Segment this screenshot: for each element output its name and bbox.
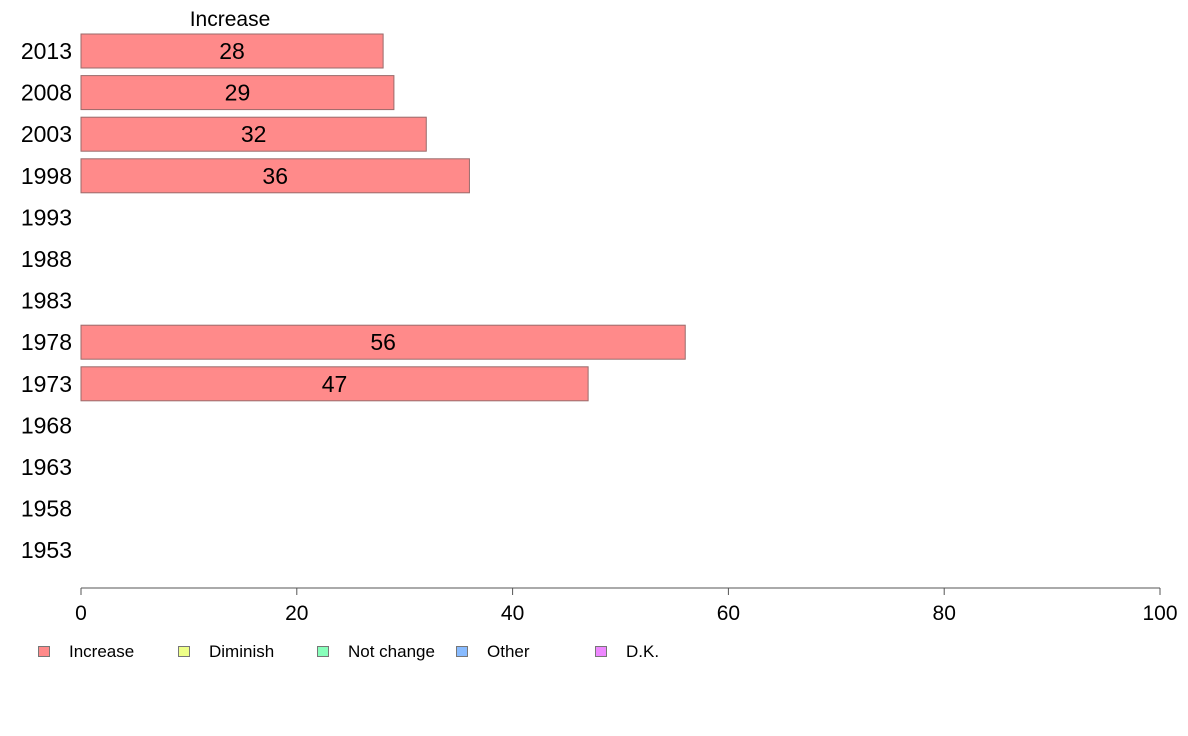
y-tick-label: 1998 xyxy=(21,163,72,189)
y-tick-label: 1963 xyxy=(21,454,72,480)
y-tick-label: 1993 xyxy=(21,204,72,230)
y-tick-label: 2003 xyxy=(21,121,72,147)
y-tick-label: 1953 xyxy=(21,537,72,563)
legend-swatch xyxy=(456,646,468,657)
x-tick-label: 20 xyxy=(285,602,308,625)
bar xyxy=(80,324,686,360)
legend-label: Other xyxy=(487,642,530,661)
bar-value-label: 32 xyxy=(241,121,267,147)
bar-value-label: 28 xyxy=(219,38,245,64)
legend-swatch xyxy=(317,646,329,657)
bar-value-label: 36 xyxy=(262,163,288,189)
x-tick-label: 40 xyxy=(501,602,524,625)
y-tick-label: 1988 xyxy=(21,246,72,272)
y-tick-label: 1973 xyxy=(21,371,72,397)
legend-label: D.K. xyxy=(626,642,660,661)
x-tick-label: 80 xyxy=(933,602,956,625)
bar xyxy=(80,33,384,69)
x-axis: 0 20 40 60 80 100 xyxy=(75,587,1178,625)
legend-label: Diminish xyxy=(209,642,275,661)
legend-swatch xyxy=(38,646,50,657)
bar-value-label: 47 xyxy=(322,371,348,397)
y-tick-label: 2013 xyxy=(21,38,72,64)
x-tick-label: 100 xyxy=(1142,602,1177,625)
bar xyxy=(80,116,427,152)
legend-label: Not change xyxy=(348,642,435,661)
bar-labels-group: 28 29 32 36 56 47 xyxy=(219,38,396,397)
y-tick-label: 2008 xyxy=(21,80,72,106)
x-tick-label: 60 xyxy=(717,602,740,625)
x-tick-label: 0 xyxy=(75,602,87,625)
y-axis-labels: 2013 2008 2003 1998 1993 1988 1983 1978 1973 1968… xyxy=(21,38,72,563)
y-tick-label: 1983 xyxy=(21,288,72,314)
y-tick-label: 1958 xyxy=(21,496,72,522)
bar-value-label: 29 xyxy=(225,80,251,106)
bar-value-label: 56 xyxy=(370,329,396,355)
y-tick-label: 1978 xyxy=(21,329,72,355)
legend-swatch xyxy=(178,646,190,657)
legend-label: Increase xyxy=(69,642,135,661)
legend-swatch xyxy=(595,646,607,657)
bar xyxy=(80,366,589,402)
chart-title: Increase xyxy=(190,8,271,31)
y-tick-label: 1968 xyxy=(21,412,72,438)
bar xyxy=(80,158,470,194)
bars-group xyxy=(80,33,686,402)
bar xyxy=(80,75,395,111)
